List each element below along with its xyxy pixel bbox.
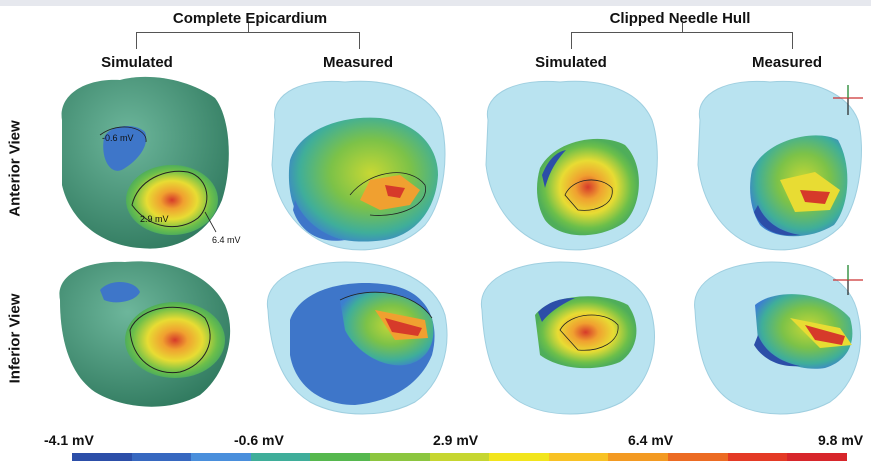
colorbar-segment <box>72 453 132 461</box>
colorbar-segment <box>310 453 370 461</box>
heart-inferior-simulated-complete <box>59 261 230 406</box>
heart-inferior-simulated-clipped <box>481 262 654 414</box>
colorbar-segment <box>251 453 311 461</box>
colorbar-segment <box>489 453 549 461</box>
colorbar-label-2: -0.6 mV <box>234 432 284 448</box>
colorbar-segment <box>608 453 668 461</box>
colorbar-segment <box>132 453 192 461</box>
heart-anterior-measured-complete <box>272 81 445 250</box>
annotation-minus-0-6-mv: -0.6 mV <box>102 133 134 143</box>
heart-anterior-measured-clipped <box>698 81 863 250</box>
heart-figure: -0.6 mV 2.9 mV 6.4 mV <box>0 0 871 430</box>
colorbar-segment <box>549 453 609 461</box>
colorbar-segment <box>370 453 430 461</box>
annotation-2-9-mv: 2.9 mV <box>140 214 169 224</box>
colorbar-segment <box>430 453 490 461</box>
colorbar-segment <box>191 453 251 461</box>
colorbar-label-4: 6.4 mV <box>628 432 673 448</box>
colorbar-segment <box>728 453 788 461</box>
heart-anterior-simulated-clipped <box>486 81 657 250</box>
heart-inferior-measured-complete <box>267 262 447 414</box>
heart-anterior-simulated-complete: -0.6 mV 2.9 mV 6.4 mV <box>62 77 241 249</box>
colorbar-segment <box>787 453 847 461</box>
colorbar-segment <box>668 453 728 461</box>
heart-inferior-measured-clipped <box>695 262 863 414</box>
colorbar-label-min: -4.1 mV <box>44 432 94 448</box>
colorbar-label-max: 9.8 mV <box>818 432 863 448</box>
colorbar <box>72 453 847 461</box>
annotation-6-4-mv: 6.4 mV <box>212 235 241 245</box>
colorbar-label-3: 2.9 mV <box>433 432 478 448</box>
